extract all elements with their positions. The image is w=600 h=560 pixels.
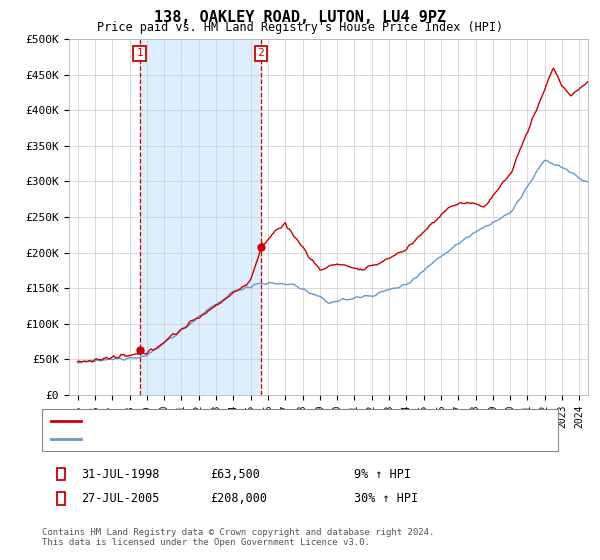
Text: £208,000: £208,000 <box>210 492 267 505</box>
Text: 138, OAKLEY ROAD, LUTON, LU4 9PZ (semi-detached house): 138, OAKLEY ROAD, LUTON, LU4 9PZ (semi-d… <box>86 416 450 426</box>
Text: £63,500: £63,500 <box>210 468 260 481</box>
Text: Contains HM Land Registry data © Crown copyright and database right 2024.
This d: Contains HM Land Registry data © Crown c… <box>42 528 434 547</box>
Text: 31-JUL-1998: 31-JUL-1998 <box>81 468 160 481</box>
Text: 2: 2 <box>57 493 64 503</box>
Text: 2: 2 <box>257 48 264 58</box>
Text: 30% ↑ HPI: 30% ↑ HPI <box>354 492 418 505</box>
Bar <box>140 39 260 395</box>
Text: Price paid vs. HM Land Registry's House Price Index (HPI): Price paid vs. HM Land Registry's House … <box>97 21 503 34</box>
Text: 9% ↑ HPI: 9% ↑ HPI <box>354 468 411 481</box>
Text: 138, OAKLEY ROAD, LUTON, LU4 9PZ: 138, OAKLEY ROAD, LUTON, LU4 9PZ <box>154 10 446 25</box>
Text: HPI: Average price, semi-detached house, Luton: HPI: Average price, semi-detached house,… <box>86 434 397 444</box>
Text: 27-JUL-2005: 27-JUL-2005 <box>81 492 160 505</box>
Text: 1: 1 <box>57 469 64 479</box>
Text: 1: 1 <box>136 48 143 58</box>
